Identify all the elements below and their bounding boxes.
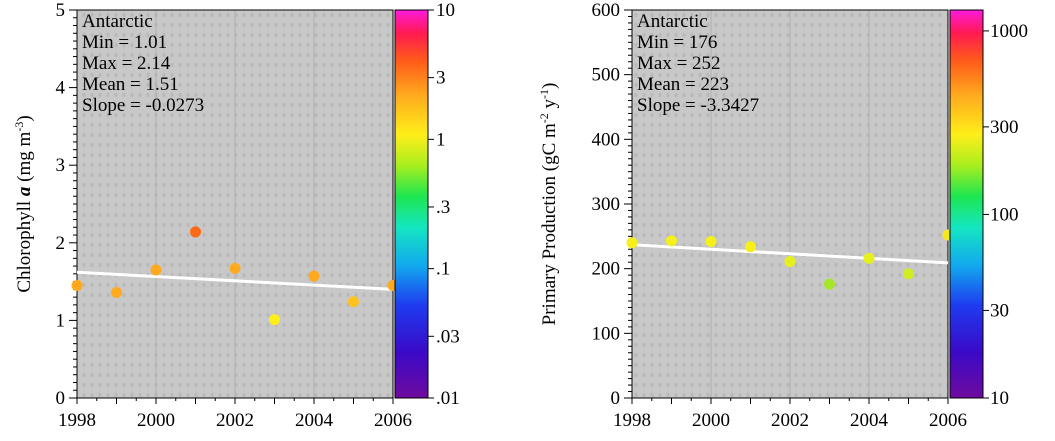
stats-annotation-line: Antarctic: [82, 11, 153, 32]
y-tick-label: 4: [56, 78, 66, 99]
data-point: [903, 268, 914, 280]
chart-panel-1: 1998 2000 2002 2004 2006 0 1 2 3 4 5 Chlorophyll a …: [12, 0, 460, 431]
stats-annotation-line: Min = 1.01: [82, 32, 167, 53]
colorbar-tick-label: 10: [436, 0, 455, 21]
data-point: [824, 278, 835, 290]
colorbar-tick-label: .3: [436, 197, 450, 218]
trend-line: [631, 243, 949, 265]
data-point: [784, 256, 796, 268]
data-point: [745, 241, 756, 253]
colorbar-tick-label: 30: [990, 300, 1009, 321]
x-tick-label: 2002: [216, 410, 254, 431]
colorbar-tick-label: 10: [990, 388, 1009, 409]
y-tick-label: 500: [592, 65, 621, 86]
colorbar-tick-label: .03: [436, 326, 460, 347]
y-tick-label: 2: [56, 233, 66, 254]
data-point: [308, 270, 320, 282]
data-point: [150, 264, 162, 276]
data-point: [71, 279, 83, 291]
colorbar: [949, 9, 984, 399]
stats-annotation-line: Max = 252: [637, 53, 721, 74]
x-tick-label: 2006: [929, 410, 967, 431]
x-tick-label: 2000: [137, 410, 175, 431]
stats-annotation-line: Mean = 223: [637, 74, 729, 95]
data-point: [190, 226, 201, 238]
colorbar-tick-label: 3: [436, 68, 446, 89]
y-tick-label: 600: [592, 0, 621, 21]
stats-annotation-line: Min = 176: [637, 32, 717, 53]
chart-panel-2: 1998 2000 2002 2004 2006 0 100 200 300 400 500 600 P…: [537, 0, 1028, 431]
x-tick-label: 1998: [613, 410, 651, 431]
y-tick-label: 3: [56, 155, 66, 176]
y-tick-label: 1: [56, 310, 66, 331]
colorbar-tick-label: 1: [436, 129, 446, 150]
data-point: [229, 262, 241, 274]
stats-annotation-line: Max = 2.14: [82, 53, 171, 74]
data-point: [863, 252, 875, 264]
data-point: [111, 286, 122, 298]
data-point: [269, 314, 280, 326]
x-tick-label: 1998: [58, 410, 96, 431]
colorbar-tick-label: 1000: [990, 21, 1028, 42]
y-tick-label: 0: [56, 388, 66, 409]
data-point: [348, 296, 359, 308]
x-tick-label: 2004: [295, 410, 334, 431]
colorbar: [394, 9, 429, 399]
data-point: [705, 236, 717, 248]
colorbar-tick-label: .01: [436, 388, 460, 409]
x-tick-label: 2004: [850, 410, 889, 431]
colorbar-tick-label: 300: [990, 117, 1019, 138]
stats-annotation-line: Antarctic: [637, 11, 708, 32]
y-tick-label: 200: [592, 259, 621, 280]
trend-line: [76, 270, 394, 291]
y-tick-label: 100: [592, 323, 621, 344]
x-tick-label: 2000: [692, 410, 730, 431]
y-tick-label: 300: [592, 194, 621, 215]
y-tick-label: 0: [611, 388, 621, 409]
y-tick-label: 5: [56, 0, 66, 21]
colorbar-tick-label: .1: [436, 259, 450, 280]
y-axis-label: Chlorophyll a (mg m-3): [12, 115, 35, 292]
colorbar-tick-label: 100: [990, 204, 1019, 225]
x-tick-label: 2002: [771, 410, 809, 431]
y-axis-label: Primary Production (gC m-2 y-1): [537, 83, 560, 326]
stats-annotation-line: Slope = -3.3427: [637, 95, 759, 116]
data-point: [626, 237, 638, 249]
stats-annotation-line: Slope = -0.0273: [82, 95, 204, 116]
x-tick-label: 2006: [374, 410, 412, 431]
stats-annotation-line: Mean = 1.51: [82, 74, 179, 95]
data-point: [666, 235, 677, 247]
y-tick-label: 400: [592, 129, 621, 150]
